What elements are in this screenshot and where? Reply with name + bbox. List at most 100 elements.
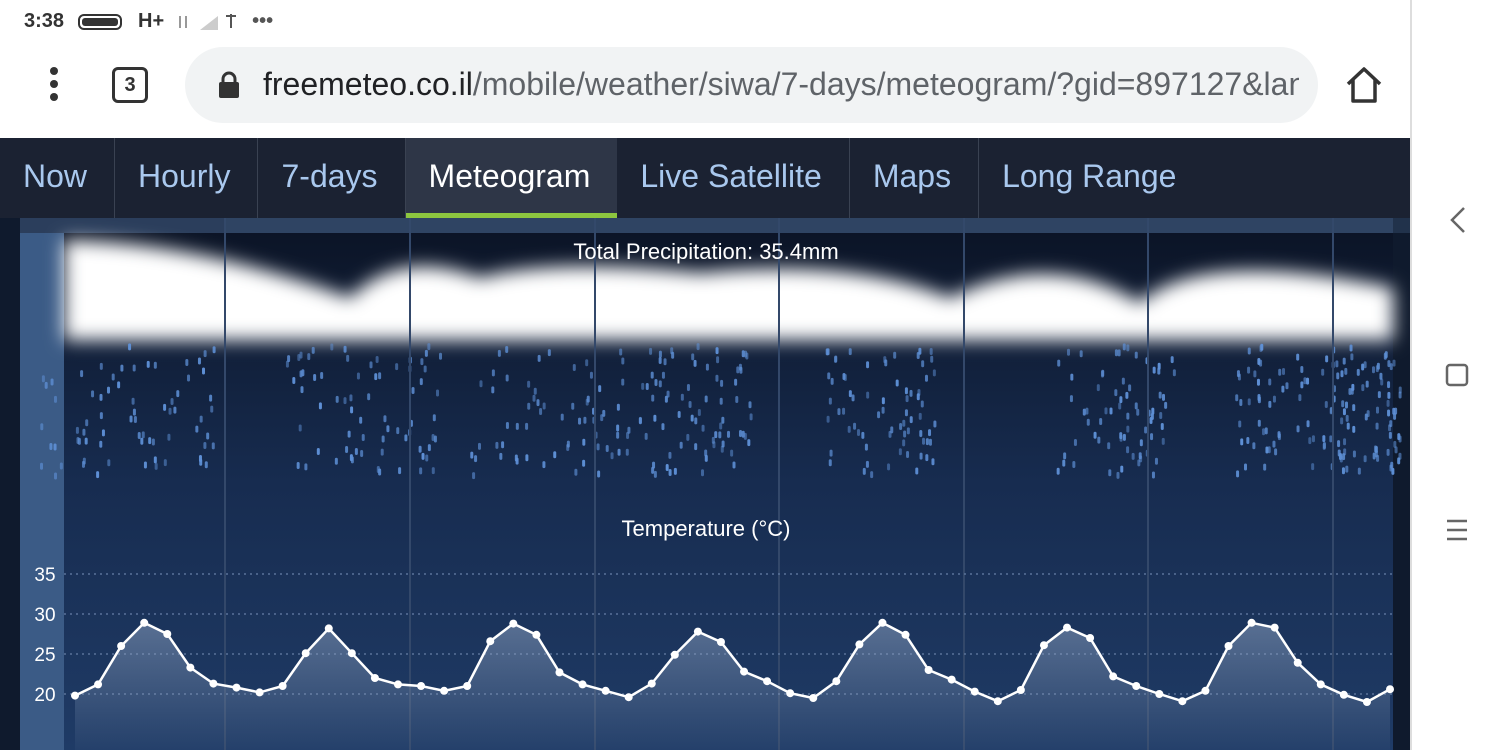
tab-count[interactable]: 3	[112, 67, 148, 103]
rain-drop	[1247, 398, 1251, 406]
rain-drop	[411, 386, 415, 394]
rain-drop	[1329, 435, 1333, 443]
rain-drop	[605, 445, 609, 453]
rain-drop	[1253, 370, 1257, 378]
temperature-point	[1155, 690, 1164, 698]
rain-drop	[902, 439, 906, 447]
rain-drop	[111, 373, 115, 381]
rain-drop	[1107, 442, 1111, 450]
nav-tab[interactable]: Long Range	[1002, 158, 1177, 194]
recents-button[interactable]	[1447, 519, 1467, 541]
rain-drop	[1361, 384, 1365, 392]
rain-drop	[313, 373, 317, 381]
rain-drop	[653, 470, 657, 478]
rain-drop	[1272, 440, 1276, 448]
rain-drop	[847, 425, 851, 433]
rain-drop	[53, 395, 57, 403]
rain-drop	[1380, 378, 1384, 386]
rain-drop	[1303, 377, 1307, 385]
rain-drop	[668, 451, 672, 459]
rain-drop	[1352, 450, 1356, 458]
rain-drop	[862, 467, 866, 475]
rain-drop	[404, 434, 408, 442]
nav-tab[interactable]: Hourly	[115, 138, 259, 218]
temperature-point	[601, 686, 610, 695]
rain-drop	[298, 424, 302, 432]
home-button[interactable]	[1344, 66, 1384, 104]
rain-drop	[131, 397, 135, 405]
temperature-point	[1132, 682, 1141, 690]
rain-drop	[1239, 398, 1243, 406]
rain-drop	[748, 401, 752, 409]
meteogram: Total Precipitation: 35.4mm Temperature …	[0, 218, 1410, 750]
nav-tab[interactable]: Maps	[850, 138, 980, 218]
rain-drop	[107, 386, 111, 394]
home-nav-button[interactable]	[1445, 363, 1469, 387]
rain-drop	[128, 343, 132, 351]
rain-drop	[1264, 427, 1268, 435]
rain-drop	[1350, 353, 1354, 361]
rain-drop	[132, 408, 136, 416]
rain-drop	[287, 355, 291, 363]
rain-drop	[621, 378, 625, 386]
rain-drop	[649, 347, 653, 355]
rain-drop	[585, 359, 589, 367]
rain-drop	[673, 467, 677, 475]
temperature-point	[1247, 618, 1256, 627]
rain-drop	[173, 406, 177, 414]
rain-drop	[129, 415, 133, 423]
rain-drop	[1257, 358, 1261, 366]
rain-drop	[720, 379, 724, 387]
rain-drop	[1311, 435, 1315, 443]
nav-tab[interactable]: Live Satellite	[617, 138, 850, 218]
rain-drop	[589, 371, 593, 379]
rain-drop	[1371, 366, 1375, 374]
rain-drop	[906, 451, 910, 459]
rain-drop	[137, 431, 141, 439]
rain-drop	[354, 448, 358, 456]
rain-drop	[495, 441, 499, 449]
temperature-point	[232, 683, 241, 692]
rain-drop	[830, 377, 834, 385]
rain-drop	[299, 370, 303, 378]
nav-tab[interactable]: 7-days	[258, 138, 406, 218]
rain-drop	[99, 412, 103, 420]
rain-drop	[153, 361, 157, 369]
rain-drop	[1387, 391, 1391, 399]
nav-tab[interactable]: Now	[0, 138, 116, 218]
rain-drop	[641, 382, 645, 390]
rain-drop	[853, 422, 857, 430]
rain-drop	[133, 415, 137, 423]
rain-drop	[884, 359, 888, 367]
rain-drop	[40, 423, 44, 431]
rain-drop	[296, 462, 300, 470]
address-bar[interactable]: freemeteo.co.il/mobile/weather/siwa/7-da…	[185, 47, 1318, 123]
rain-drop	[1247, 347, 1251, 355]
rain-drop	[1157, 362, 1161, 370]
rain-drop	[304, 463, 308, 471]
day-header-shade	[410, 218, 595, 233]
nav-tab[interactable]: Meteogram	[405, 138, 618, 218]
rain-drop	[1158, 391, 1162, 399]
rain-drop	[658, 357, 662, 365]
rain-drop	[1063, 452, 1067, 460]
rain-drop	[1085, 407, 1089, 415]
rain-drop	[307, 353, 311, 361]
rain-drop	[899, 423, 903, 431]
temperature-point	[832, 677, 841, 686]
rain-drop	[1126, 412, 1130, 420]
rain-drop	[1268, 378, 1272, 386]
rain-drop	[525, 422, 529, 430]
temperature-point	[347, 649, 356, 658]
rain-drop	[1324, 401, 1328, 409]
rain-drop	[99, 393, 103, 401]
rain-drop	[1397, 457, 1401, 465]
rain-drop	[44, 381, 48, 389]
back-button[interactable]	[1450, 207, 1465, 233]
rain-drop	[1322, 435, 1326, 443]
day-header-shade	[1333, 218, 1410, 233]
temperature-point	[440, 686, 449, 695]
rain-drop	[1139, 439, 1143, 447]
rain-drop	[686, 433, 690, 441]
menu-button[interactable]	[40, 66, 68, 104]
